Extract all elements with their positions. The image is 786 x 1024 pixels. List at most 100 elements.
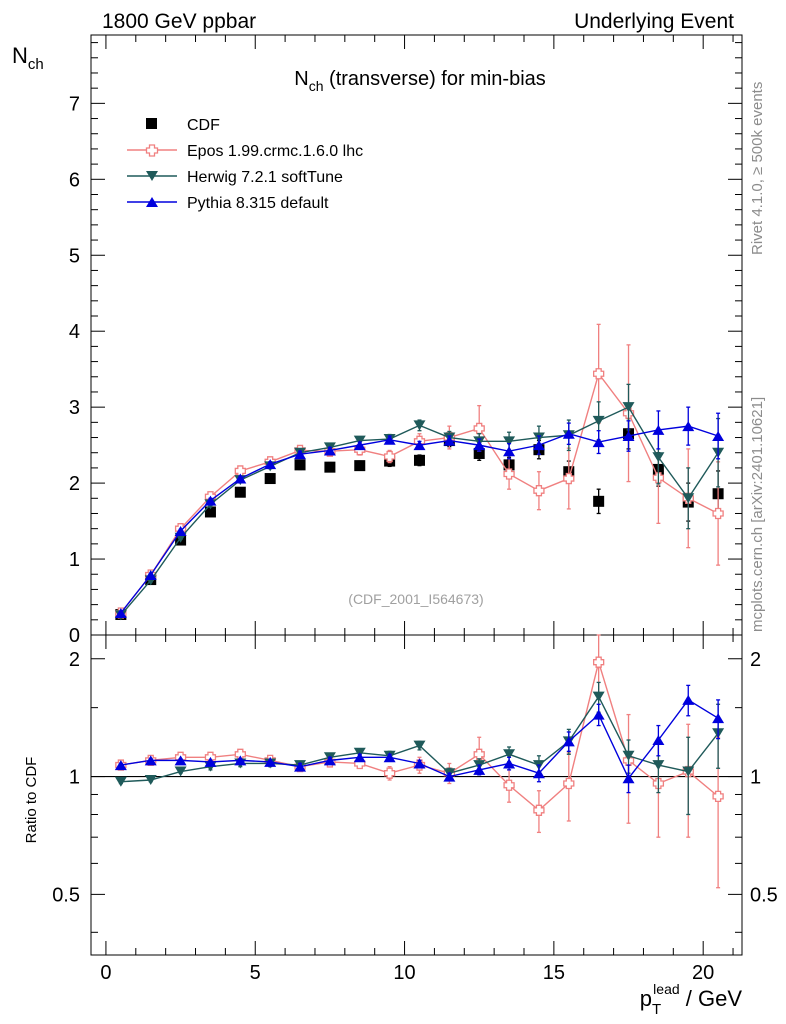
ratio-point-pythia	[503, 758, 516, 769]
main-point-pythia	[443, 435, 456, 446]
main-point-epos	[503, 468, 515, 480]
main-point-cdf	[234, 486, 246, 498]
ratio-y-tick-label-right: 0.5	[750, 884, 778, 906]
main-point-epos	[593, 368, 605, 380]
ratio-point-herwig	[682, 766, 695, 777]
ratio-point-pythia	[622, 773, 635, 784]
x-tick-label: 20	[692, 962, 714, 984]
ratio-point-pythia	[264, 756, 277, 767]
main-y-tick-label: 0	[69, 625, 80, 647]
ratio-point-pythia	[323, 755, 336, 766]
ratio-panel-frame	[90, 634, 743, 956]
header-right-title: Underlying Event	[574, 10, 734, 33]
main-point-epos	[712, 507, 724, 520]
main-series-layer	[114, 323, 725, 621]
ratio-point-pythia	[443, 771, 456, 782]
main-point-pythia	[562, 428, 575, 439]
main-point-pythia	[294, 449, 307, 460]
main-series-herwig	[114, 383, 725, 621]
x-tick-label: 10	[393, 962, 415, 984]
main-point-cdf	[473, 447, 485, 459]
ratio-point-pythia	[174, 755, 187, 766]
main-point-pythia	[383, 434, 396, 445]
main-point-cdf	[354, 460, 366, 472]
main-y-tick-label: 2	[69, 473, 80, 495]
ratio-axes: 0 5 10 15 20 0.5 0.5 1 1 2 2	[52, 635, 778, 984]
main-point-pythia	[622, 431, 635, 442]
x-tick-label: 15	[543, 962, 565, 984]
ratio-point-pythia	[562, 736, 575, 747]
main-point-pythia	[234, 473, 247, 484]
legend-label-epos: Epos 1.99.crmc.1.6.0 lhc	[187, 143, 363, 160]
ratio-point-pythia	[144, 755, 157, 766]
main-title-sub: ch	[309, 78, 324, 94]
legend-entry-pythia: Pythia 8.315 default	[127, 195, 329, 212]
main-point-pythia	[174, 525, 187, 536]
ratio-point-epos	[383, 767, 396, 779]
main-point-pythia	[114, 607, 127, 618]
main-y-tick-label: 7	[69, 93, 80, 115]
ratio-xlabel: pTlead / GeV	[640, 981, 743, 1018]
ratio-point-herwig	[174, 766, 187, 777]
main-title-rest: (transverse) for min-bias	[323, 68, 545, 90]
main-point-herwig	[622, 402, 635, 413]
main-point-cdf	[593, 495, 605, 507]
main-title: Nch (transverse) for min-bias	[294, 68, 546, 94]
legend-label-pythia: Pythia 8.315 default	[187, 195, 329, 212]
legend-entry-herwig: Herwig 7.2.1 softTune	[127, 169, 343, 186]
ratio-point-herwig	[652, 760, 665, 771]
main-point-epos	[533, 485, 545, 497]
main-point-pythia	[682, 421, 695, 432]
main-point-pythia	[532, 440, 545, 451]
ratio-point-pythia	[532, 768, 545, 779]
ratio-point-epos	[473, 748, 485, 760]
ratio-series-pythia	[114, 684, 725, 794]
ratio-series-herwig	[114, 681, 725, 816]
ratio-point-pythia	[652, 735, 665, 746]
ratio-y-tick-label-right: 1	[750, 767, 761, 789]
header-left-title: 1800 GeV ppbar	[102, 10, 256, 33]
main-point-herwig	[503, 436, 516, 447]
main-point-pythia	[592, 437, 605, 448]
main-point-herwig	[413, 420, 426, 431]
legend-marker-herwig	[146, 171, 158, 181]
ratio-point-herwig	[144, 774, 157, 785]
ratio-point-herwig	[622, 750, 635, 761]
main-ylabel-main: N	[12, 43, 28, 68]
main-point-pythia	[503, 446, 516, 457]
ratio-y-tick-label-left: 2	[69, 649, 80, 671]
main-point-cdf	[324, 461, 336, 473]
legend-marker-cdf	[146, 118, 157, 129]
legend-label-herwig: Herwig 7.2.1 softTune	[187, 169, 343, 186]
ratio-series-layer	[114, 634, 725, 889]
main-y-tick-label: 4	[69, 321, 80, 343]
ratio-point-pythia	[114, 760, 127, 771]
main-axes: 0 1 2 3 4 5 6 7	[69, 35, 742, 647]
main-point-herwig	[682, 493, 695, 504]
xlabel-sub: T	[652, 1001, 661, 1018]
ratio-y-tick-label-left: 0.5	[52, 884, 80, 906]
main-point-cdf	[294, 459, 306, 471]
rivet-version-label: Rivet 4.1.0, ≥ 500k events	[749, 82, 766, 255]
main-y-tick-label: 3	[69, 397, 80, 419]
main-point-herwig	[592, 415, 605, 426]
ratio-point-pythia	[383, 752, 396, 763]
main-point-pythia	[413, 440, 426, 451]
ratio-point-pythia	[294, 761, 307, 772]
ratio-point-pythia	[473, 764, 486, 775]
ratio-point-herwig	[503, 749, 516, 760]
ratio-point-pythia	[353, 752, 366, 763]
xlabel-rest: / GeV	[680, 986, 743, 1011]
ratio-point-pythia	[204, 756, 217, 767]
main-point-cdf	[204, 506, 216, 518]
x-tick-label: 0	[100, 962, 111, 984]
legend-marker-epos	[145, 144, 159, 157]
main-point-herwig	[652, 452, 665, 463]
main-point-pythia	[264, 459, 277, 470]
ratio-point-epos	[712, 790, 724, 803]
main-y-tick-label: 6	[69, 169, 80, 191]
ratio-point-pythia	[712, 713, 725, 724]
main-point-pythia	[712, 431, 725, 442]
main-point-pythia	[353, 440, 366, 451]
analysis-tag: (CDF_2001_I564673)	[348, 591, 483, 607]
